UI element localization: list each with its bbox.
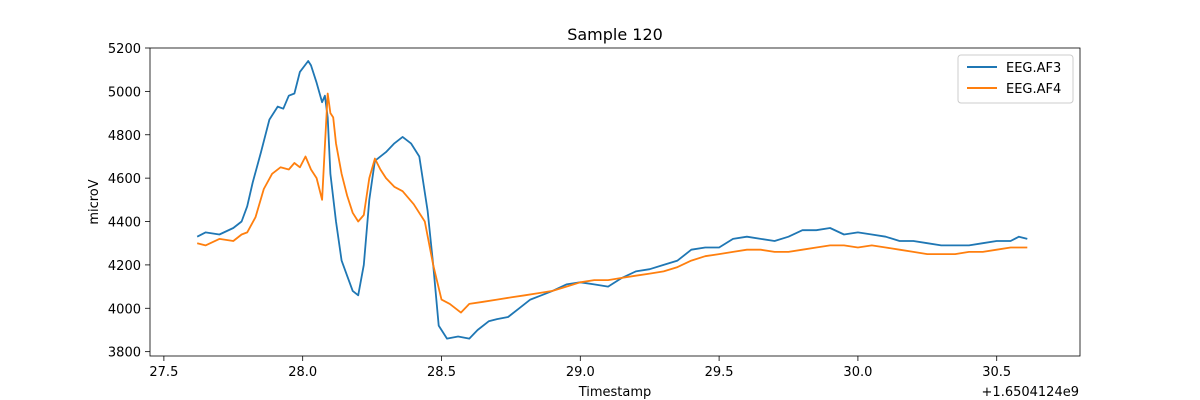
x-axis: 27.5 28.0 28.5 29.0 29.5 30.0 30.5 (149, 356, 1011, 380)
legend-label: EEG.AF3 (1006, 61, 1061, 76)
series-line-2 (196, 92, 1028, 314)
y-tick-label: 4400 (108, 216, 141, 231)
chart-title: Sample 120 (567, 25, 663, 44)
y-tick-label: 4800 (108, 129, 141, 144)
legend-label: EEG.AF4 (1006, 82, 1061, 97)
y-tick-label: 4600 (108, 172, 141, 187)
x-tick-label: 28.0 (288, 365, 317, 380)
y-axis-label: microV (87, 179, 102, 224)
x-tick-label: 29.5 (705, 365, 734, 380)
x-tick-label: 30.0 (843, 365, 872, 380)
y-tick-label: 5200 (108, 42, 141, 57)
x-offset-label: +1.6504124e9 (982, 385, 1079, 400)
x-axis-label: Timestamp (578, 385, 652, 400)
x-tick-label: 30.5 (982, 365, 1011, 380)
y-tick-label: 3800 (108, 346, 141, 361)
y-tick-label: 4200 (108, 259, 141, 274)
plot-area (149, 47, 1081, 357)
series-line-1 (196, 60, 1028, 340)
x-tick-label: 29.0 (566, 365, 595, 380)
x-tick-label: 27.5 (149, 365, 178, 380)
x-tick-label: 28.5 (427, 365, 456, 380)
y-axis: 3800 4000 4200 4400 4600 4800 5000 5200 (108, 42, 150, 361)
legend: EEG.AF3 EEG.AF4 (957, 54, 1074, 104)
y-tick-label: 4000 (108, 302, 141, 317)
y-tick-label: 5000 (108, 85, 141, 100)
series-lines (196, 60, 1028, 340)
